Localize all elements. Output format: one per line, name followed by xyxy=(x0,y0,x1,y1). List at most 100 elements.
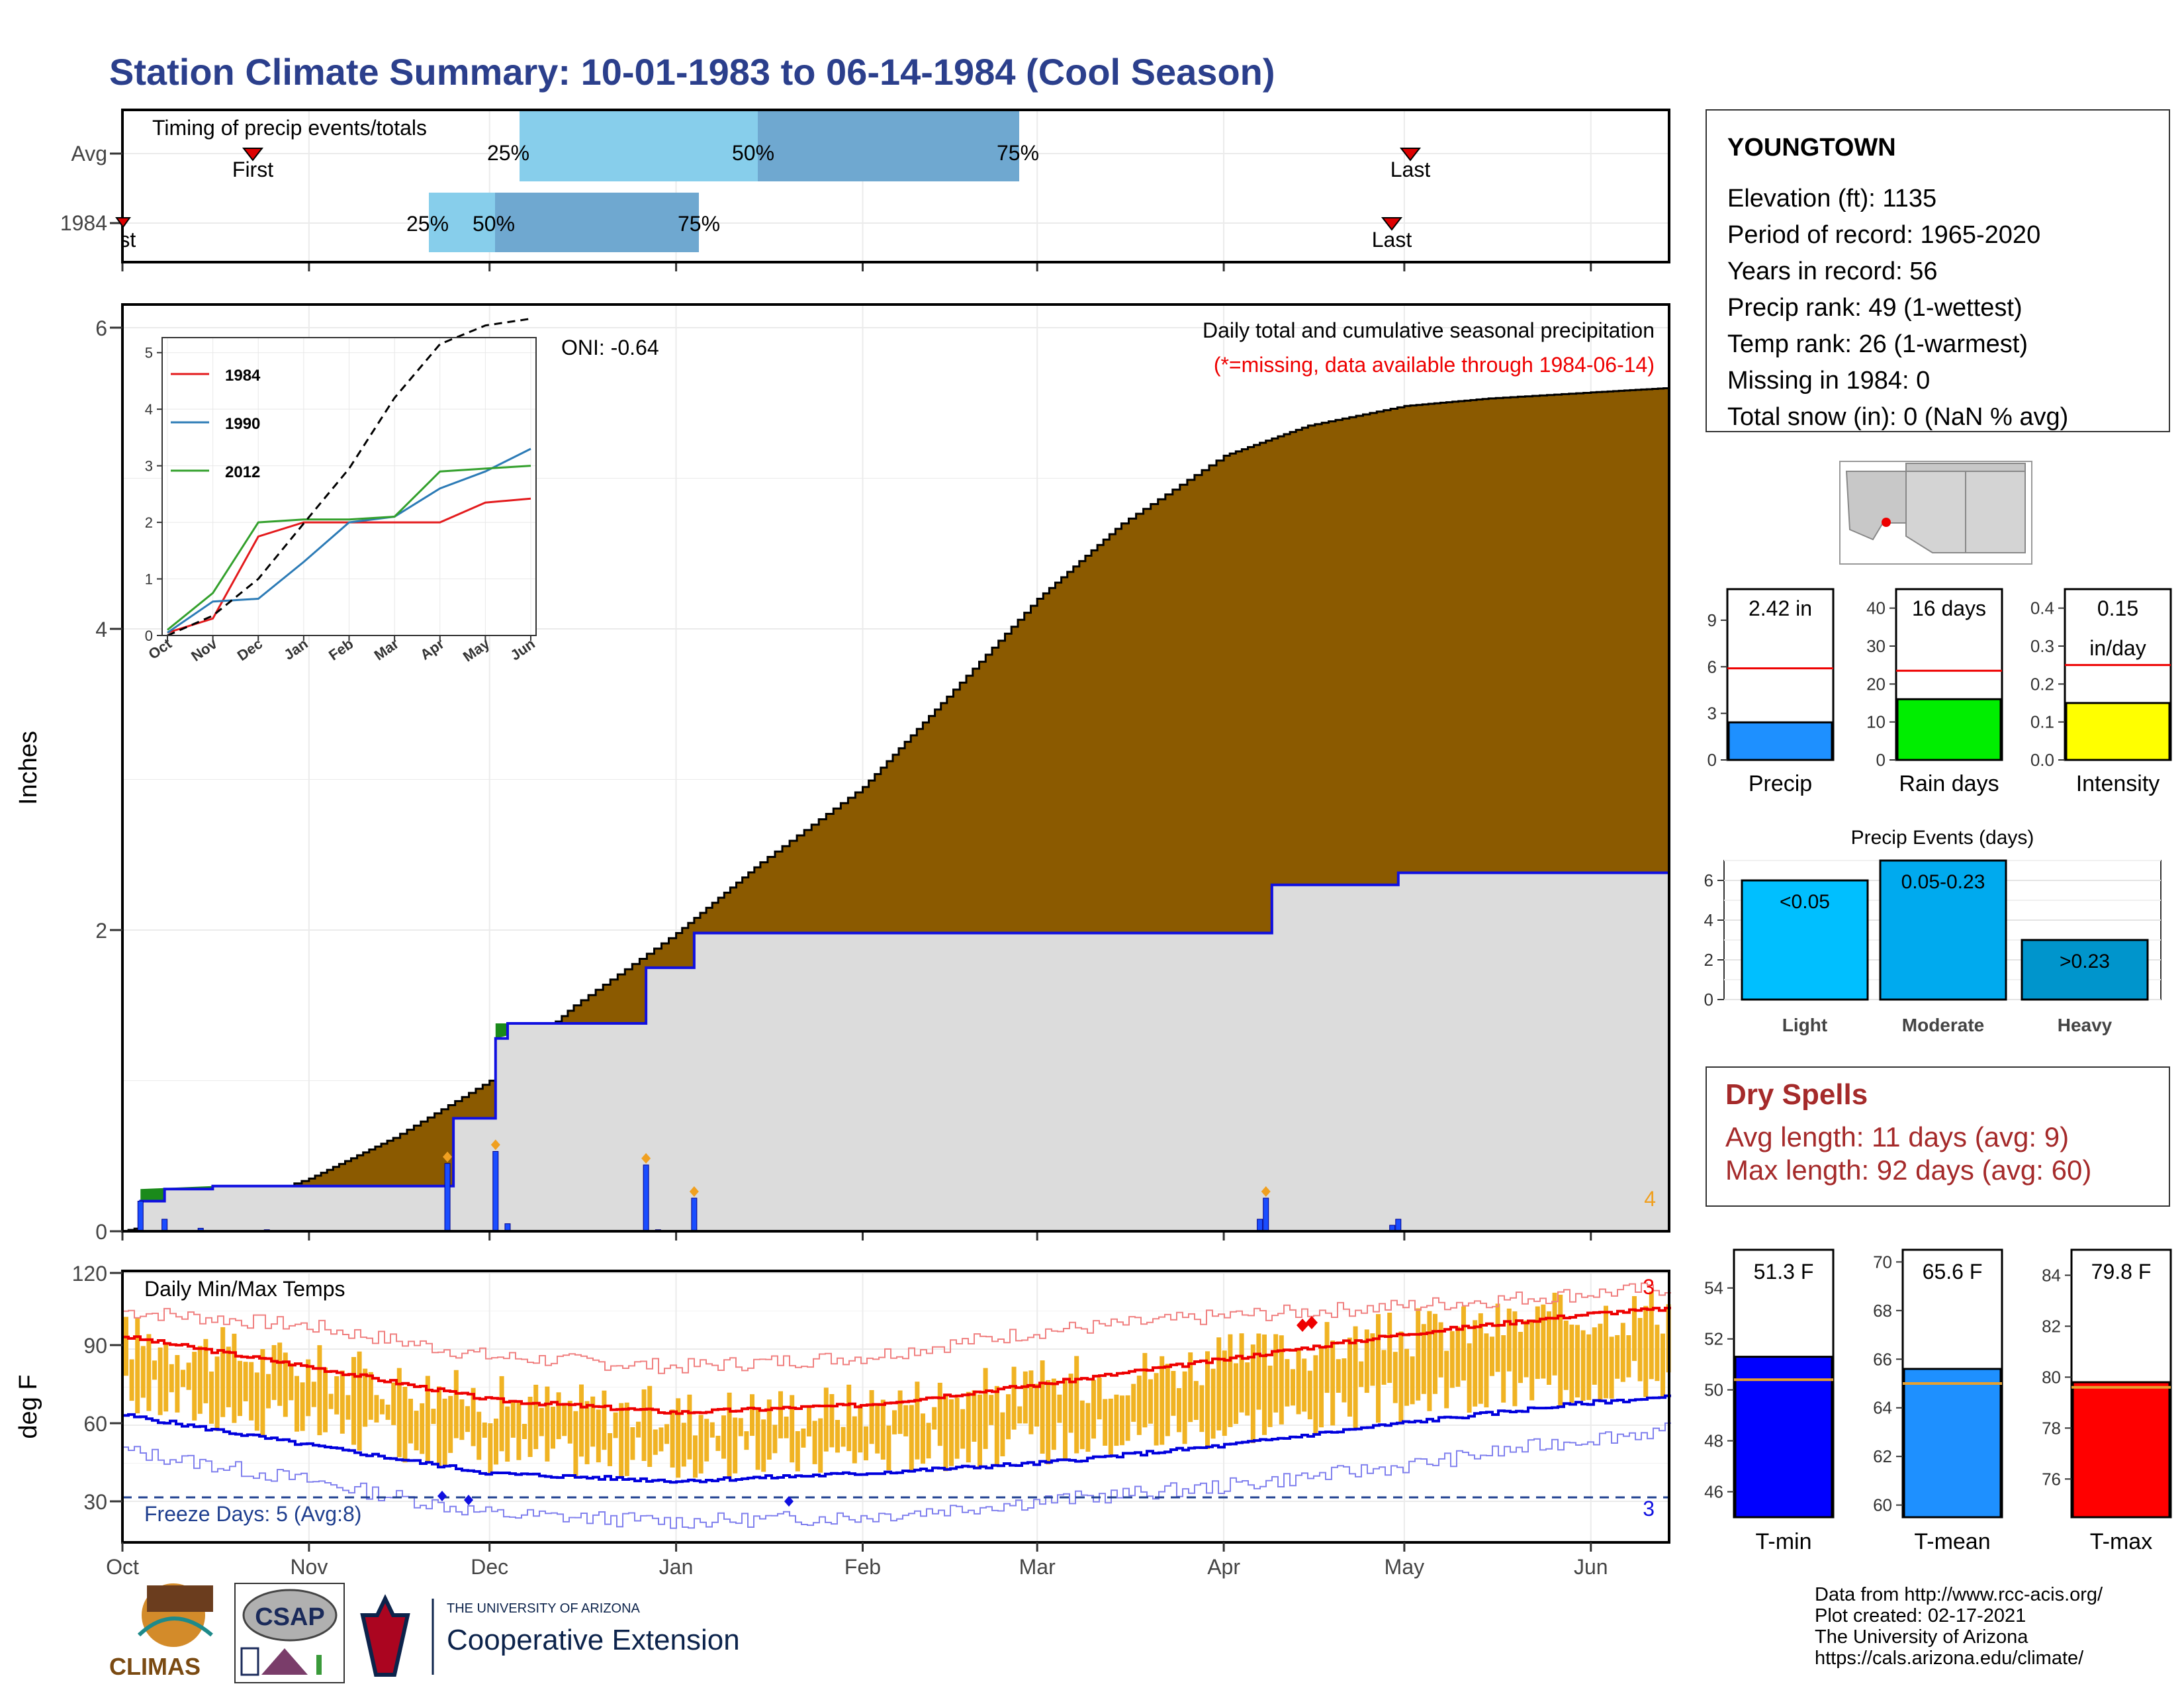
temp-range-bar xyxy=(1643,1305,1649,1397)
precip-ytick-4: 4 xyxy=(95,618,107,641)
temp-gauge-tick-label: 78 xyxy=(2042,1418,2061,1438)
temp-range-bar xyxy=(527,1397,533,1457)
temp-range-bar xyxy=(408,1399,413,1444)
temp-range-bar xyxy=(972,1390,977,1442)
temp-range-bar xyxy=(163,1343,169,1412)
gauge-value: 16 days xyxy=(1912,596,1986,620)
temp-range-bar xyxy=(482,1422,487,1438)
gauge-value: 2.42 in xyxy=(1749,596,1812,620)
year-timing-75-bar xyxy=(495,193,699,252)
gauge-label: Rain days xyxy=(1899,771,1999,796)
temp-range-bar xyxy=(505,1406,510,1462)
temp-range-bar xyxy=(1228,1334,1233,1427)
temp-range-bar xyxy=(573,1411,578,1479)
temp-range-bar xyxy=(1234,1363,1238,1425)
temp-range-bar xyxy=(380,1399,385,1415)
temp-range-bar xyxy=(1245,1362,1250,1416)
gauge-tick-label: 20 xyxy=(1866,674,1886,694)
precip-ytick-6: 6 xyxy=(95,316,107,340)
temp-range-bar xyxy=(790,1395,795,1463)
station-temp-rank: Temp rank: 26 (1-warmest) xyxy=(1727,330,2028,358)
heavy-event-marker xyxy=(490,1139,500,1150)
month-label-jan: Jan xyxy=(659,1555,694,1579)
temp-range-bar xyxy=(704,1419,709,1462)
temp-range-bar xyxy=(693,1435,698,1478)
gauge-label: Intensity xyxy=(2076,771,2160,796)
timing-label: Timing of precip events/totals xyxy=(152,116,427,140)
temp-range-bar xyxy=(425,1376,430,1462)
temp-gauge-tick-label: 60 xyxy=(1873,1495,1892,1515)
temp-range-bar xyxy=(1518,1332,1523,1383)
temp-panel-title: Daily Min/Max Temps xyxy=(144,1277,345,1301)
year-last-label: Last xyxy=(1372,228,1412,252)
temp-panel: Daily Min/Max Temps Freeze Days: 5 (Avg:… xyxy=(15,1262,1671,1579)
temp-range-bar xyxy=(1131,1383,1136,1422)
temp-range-bar xyxy=(437,1386,441,1466)
temp-range-bar xyxy=(608,1433,612,1466)
temp-range-bar xyxy=(1103,1399,1108,1446)
temp-gauge-tick-label: 54 xyxy=(1704,1278,1723,1298)
month-label-oct: Oct xyxy=(106,1555,139,1579)
temp-ylabel: deg F xyxy=(15,1374,42,1438)
heavy-event-marker xyxy=(689,1186,699,1197)
temp-range-bar xyxy=(1028,1370,1034,1434)
temp-gauge-bar-t-max xyxy=(2071,1381,2171,1519)
year-first-clip: First xyxy=(124,228,136,252)
inset-line-1990 xyxy=(167,447,531,633)
events-tick-label: 6 xyxy=(1704,870,1713,890)
temp-range-bar xyxy=(1182,1371,1187,1444)
temp-range-bar xyxy=(1108,1398,1113,1455)
temp-range-bar xyxy=(220,1327,226,1417)
temp-range-bar xyxy=(448,1395,453,1453)
temp-range-bar xyxy=(1478,1313,1483,1404)
month-label-dec: Dec xyxy=(471,1555,508,1579)
temp-range-bar xyxy=(533,1384,539,1450)
temp-range-bar xyxy=(1114,1394,1119,1446)
temp-range-bar xyxy=(1291,1369,1295,1406)
temp-range-bar xyxy=(670,1409,675,1468)
temp-range-bar xyxy=(1136,1376,1142,1435)
temp-range-bar xyxy=(1120,1395,1124,1446)
temp-range-bar xyxy=(1524,1320,1529,1378)
temp-range-bar xyxy=(1398,1331,1404,1423)
gauge-tick-label: 0 xyxy=(1876,750,1886,770)
temp-range-bar xyxy=(175,1355,180,1413)
temp-range-bar xyxy=(994,1385,999,1466)
gauge-tick-label: 30 xyxy=(1866,636,1886,656)
gauge-tick-label: 0 xyxy=(1707,750,1717,770)
temp-range-bar xyxy=(1604,1305,1608,1399)
temp-range-bar xyxy=(852,1416,857,1464)
gauge-tick-label: 3 xyxy=(1707,704,1717,724)
temp-range-bar xyxy=(567,1401,572,1444)
temp-range-bar xyxy=(1342,1358,1347,1403)
temp-range-bar xyxy=(676,1398,681,1478)
events-bar-light xyxy=(1741,879,1869,1001)
month-label-mar: Mar xyxy=(1019,1555,1056,1579)
temp-range-bar xyxy=(949,1399,954,1466)
temp-range-bar xyxy=(1535,1306,1540,1380)
temp-range-bar xyxy=(1512,1311,1518,1407)
temp-range-bar xyxy=(271,1345,277,1400)
temp-range-bar xyxy=(328,1393,334,1409)
temp-range-bar xyxy=(1404,1348,1409,1406)
record-high-line xyxy=(122,1282,1671,1374)
year-timing-25-bar xyxy=(429,193,495,252)
avg-last-triangle-icon xyxy=(1399,148,1422,162)
temp-range-bar xyxy=(1473,1320,1478,1407)
temp-range-bar xyxy=(232,1333,237,1423)
avg-p25-label: 25% xyxy=(487,141,529,165)
temp-range-bar xyxy=(283,1352,288,1417)
events-bar-label: Heavy xyxy=(2058,1015,2113,1035)
temp-range-bar xyxy=(795,1431,800,1472)
gauge-tick-label: 6 xyxy=(1707,657,1717,677)
station-location-dot xyxy=(1882,518,1891,527)
station-period: Period of record: 1965-2020 xyxy=(1727,221,2040,249)
gauge-bar-intensity xyxy=(2065,702,2171,761)
temp-range-bar xyxy=(1057,1394,1062,1423)
temp-range-bar xyxy=(801,1429,806,1448)
temp-range-bar xyxy=(152,1360,157,1380)
temp-range-bar xyxy=(1552,1292,1557,1376)
page-title: Station Climate Summary: 10-01-1983 to 0… xyxy=(109,51,1275,93)
daily-precip-bar xyxy=(444,1163,451,1232)
temp-range-bar xyxy=(875,1404,880,1454)
